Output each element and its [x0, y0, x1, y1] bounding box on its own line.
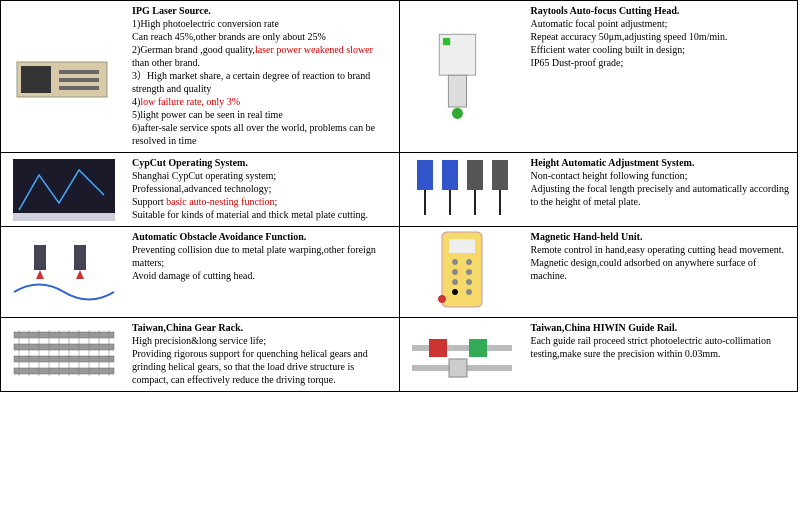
spec-line: Shanghai CypCut operating system; [132, 170, 393, 183]
product-image [1, 1, 126, 152]
spec-line: Suitable for kinds of material and thick… [132, 209, 393, 222]
spec-cell: Automatic Obstacle Avoidance Function.Pr… [1, 227, 400, 318]
spec-title: Height Automatic Adjustment System. [531, 157, 792, 170]
spec-text: Automatic Obstacle Avoidance Function.Pr… [126, 227, 399, 317]
spec-grid: IPG Laser Source.1)High photoelectric co… [0, 0, 798, 392]
spec-title: Magnetic Hand-held Unit. [531, 231, 792, 244]
product-image [400, 318, 525, 391]
spec-line: IP65 Dust-proof grade; [531, 57, 792, 70]
spec-cell: Height Automatic Adjustment System.Non-c… [400, 153, 799, 227]
product-image [1, 227, 126, 317]
spec-cell: Magnetic Hand-held Unit.Remote control i… [400, 227, 799, 318]
spec-title: Taiwan,China Gear Rack. [132, 322, 393, 335]
spec-cell: Raytools Auto-focus Cutting Head.Automat… [400, 1, 799, 153]
product-image [400, 153, 525, 226]
spec-text: CypCut Operating System.Shanghai CypCut … [126, 153, 399, 226]
spec-line: Adjusting the focal length precisely and… [531, 183, 792, 209]
spec-line: Repeat accuracy 50μm,adjusting speed 10m… [531, 31, 792, 44]
spec-text: IPG Laser Source.1)High photoelectric co… [126, 1, 399, 152]
spec-line: Providing rigorous support for quenching… [132, 348, 393, 387]
spec-line: 3）High market share, a certain degree of… [132, 70, 393, 96]
product-image [400, 227, 525, 317]
spec-text: Raytools Auto-focus Cutting Head.Automat… [525, 1, 798, 152]
spec-line: Avoid damage of cutting head. [132, 270, 393, 283]
spec-text: Magnetic Hand-held Unit.Remote control i… [525, 227, 798, 317]
spec-title: IPG Laser Source. [132, 5, 393, 18]
spec-line: Efficient water cooling built in design; [531, 44, 792, 57]
spec-title: Taiwan,China HIWIN Guide Rail. [531, 322, 792, 335]
product-image [1, 318, 126, 391]
product-image [1, 153, 126, 226]
spec-cell: Taiwan,China Gear Rack.High precision&lo… [1, 318, 400, 392]
spec-line: Magnetic design,could adsorbed on anywhe… [531, 257, 792, 283]
spec-line: 1)High photoelectric conversion rate [132, 18, 393, 31]
spec-title: Raytools Auto-focus Cutting Head. [531, 5, 792, 18]
spec-cell: CypCut Operating System.Shanghai CypCut … [1, 153, 400, 227]
spec-line: Can reach 45%,other brands are only abou… [132, 31, 393, 44]
spec-line: 4)low failure rate, only 3% [132, 96, 393, 109]
spec-text: Height Automatic Adjustment System.Non-c… [525, 153, 798, 226]
product-image [400, 1, 525, 152]
spec-cell: IPG Laser Source.1)High photoelectric co… [1, 1, 400, 153]
spec-line: Support basic auto-nesting function; [132, 196, 393, 209]
spec-title: CypCut Operating System. [132, 157, 393, 170]
spec-line: Automatic focal point adjustment; [531, 18, 792, 31]
spec-text: Taiwan,China HIWIN Guide Rail.Each guide… [525, 318, 798, 391]
spec-line: Preventing collision due to metal plate … [132, 244, 393, 270]
spec-title: Automatic Obstacle Avoidance Function. [132, 231, 393, 244]
spec-line: High precision&long service life; [132, 335, 393, 348]
spec-line: Professional,advanced technology; [132, 183, 393, 196]
spec-cell: Taiwan,China HIWIN Guide Rail.Each guide… [400, 318, 799, 392]
spec-line: Non-contact height following function; [531, 170, 792, 183]
spec-line: 2)German brand ,good quality,laser power… [132, 44, 393, 70]
spec-line: 5)light power can be seen in real time [132, 109, 393, 122]
spec-line: Each guide rail proceed strict photoelec… [531, 335, 792, 361]
spec-text: Taiwan,China Gear Rack.High precision&lo… [126, 318, 399, 391]
spec-line: Remote control in hand,easy operating cu… [531, 244, 792, 257]
spec-line: 6)after-sale service spots all over the … [132, 122, 393, 148]
